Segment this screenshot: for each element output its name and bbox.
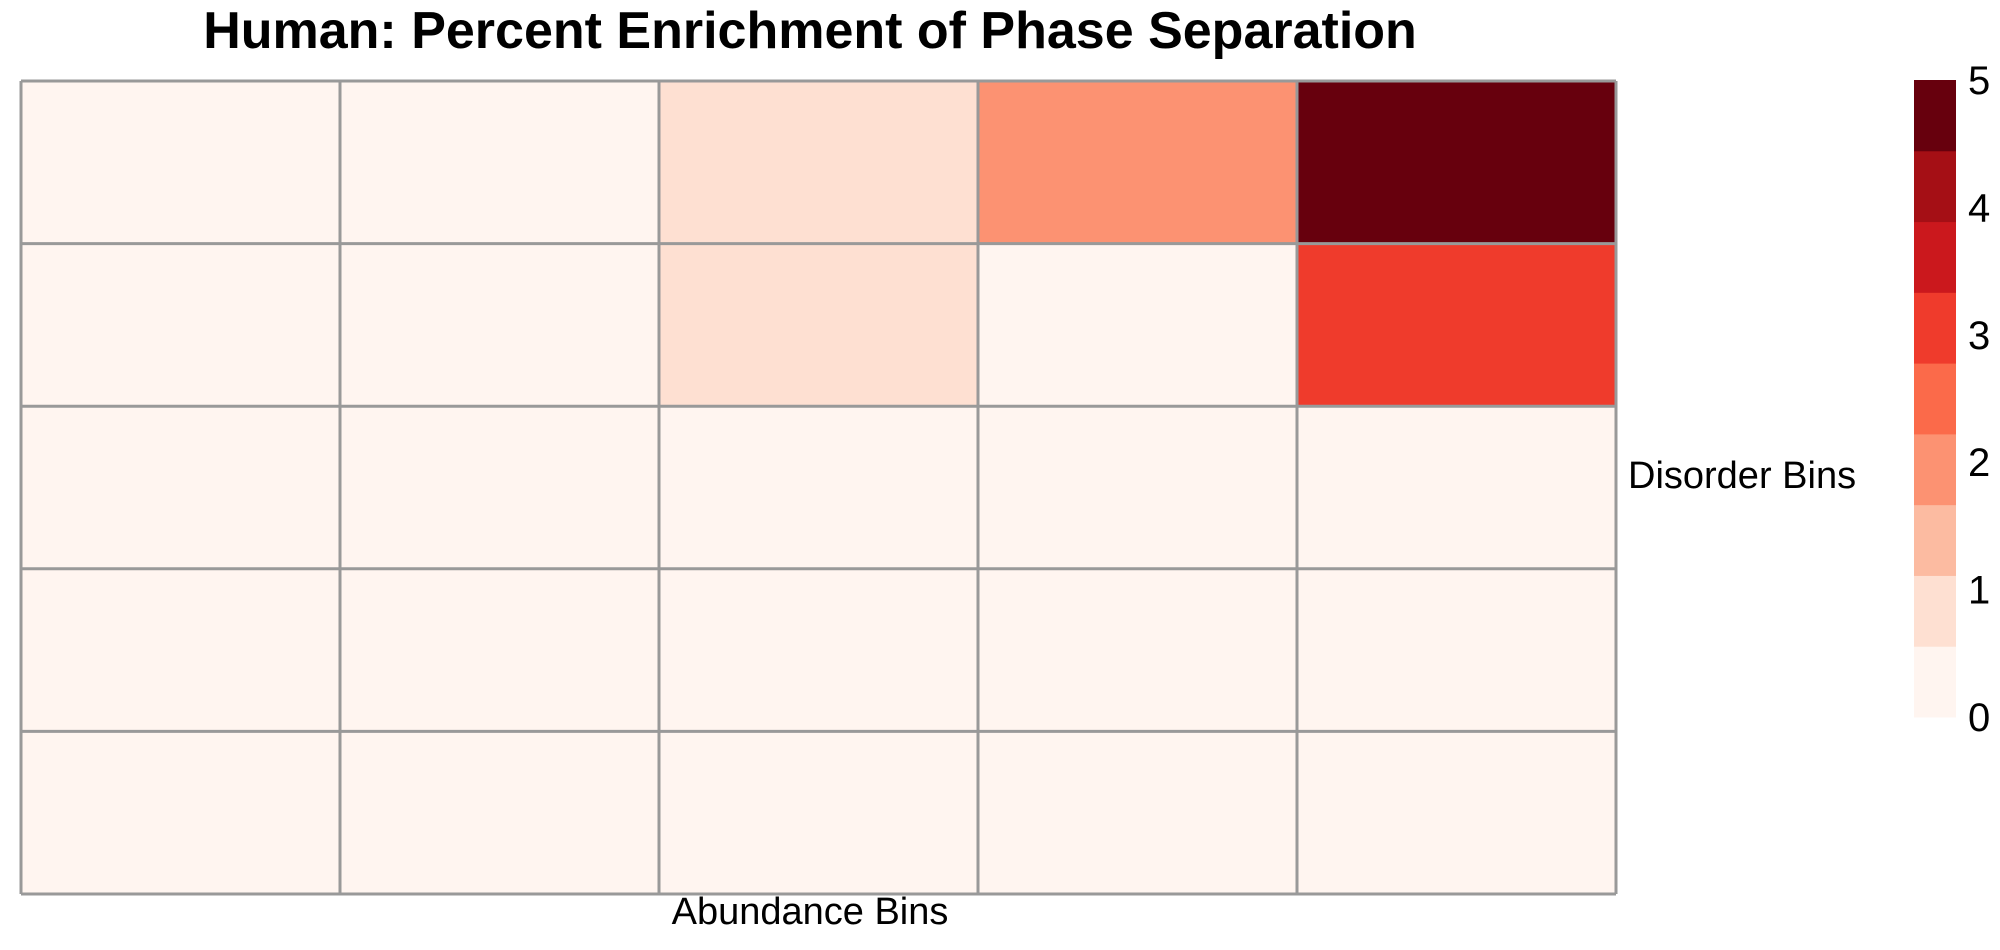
legend-tick-label: 4 bbox=[1968, 186, 1990, 230]
legend-swatch bbox=[1914, 646, 1956, 718]
heatmap-cell bbox=[21, 568, 340, 732]
heatmap-cell bbox=[21, 731, 340, 894]
heatmap-cell bbox=[340, 568, 659, 732]
heatmap-cell bbox=[1297, 243, 1616, 407]
heatmap-cell bbox=[978, 243, 1297, 407]
color-legend: 0 1 2 3 4 5 bbox=[1914, 59, 1990, 740]
heatmap-cell bbox=[1297, 81, 1616, 244]
heatmap-cell bbox=[978, 81, 1297, 244]
heatmap-cell bbox=[21, 406, 340, 569]
y-axis-label: Disorder Bins bbox=[1628, 455, 1856, 497]
legend-swatch bbox=[1914, 575, 1956, 647]
legend-swatch bbox=[1914, 292, 1956, 364]
legend-swatch bbox=[1914, 150, 1956, 223]
heatmap-cell bbox=[659, 731, 978, 894]
heatmap-cell bbox=[978, 731, 1297, 894]
chart-title: Human: Percent Enrichment of Phase Separ… bbox=[203, 2, 1417, 60]
x-axis-label: Abundance Bins bbox=[672, 891, 949, 933]
legend-tick-label: 5 bbox=[1968, 59, 1990, 103]
legend-swatch bbox=[1914, 504, 1956, 576]
legend-swatch bbox=[1914, 363, 1956, 435]
heatmap-grid bbox=[19, 79, 1618, 896]
legend-tick-label: 3 bbox=[1968, 314, 1990, 358]
heatmap-cell bbox=[340, 243, 659, 407]
heatmap-cell bbox=[978, 568, 1297, 732]
heatmap-cell bbox=[1297, 406, 1616, 569]
heatmap-cell bbox=[659, 81, 978, 244]
heatmap-cell bbox=[340, 731, 659, 894]
heatmap-cells bbox=[21, 81, 1616, 894]
legend-tick-label: 1 bbox=[1968, 569, 1990, 613]
heatmap-cell bbox=[340, 81, 659, 244]
legend-tick-label: 2 bbox=[1968, 441, 1990, 485]
legend-swatch bbox=[1914, 433, 1956, 506]
heatmap-cell bbox=[1297, 568, 1616, 732]
heatmap-cell bbox=[659, 406, 978, 569]
heatmap-cell bbox=[340, 406, 659, 569]
heatmap-cell bbox=[659, 568, 978, 732]
heatmap-cell bbox=[21, 243, 340, 407]
legend-tick-label: 0 bbox=[1968, 696, 1990, 740]
heatmap-cell bbox=[978, 406, 1297, 569]
legend-swatch bbox=[1914, 80, 1956, 152]
heatmap-cell bbox=[1297, 731, 1616, 894]
heatmap-cell bbox=[659, 243, 978, 407]
heatmap-cell bbox=[21, 81, 340, 244]
legend-swatch bbox=[1914, 221, 1956, 293]
